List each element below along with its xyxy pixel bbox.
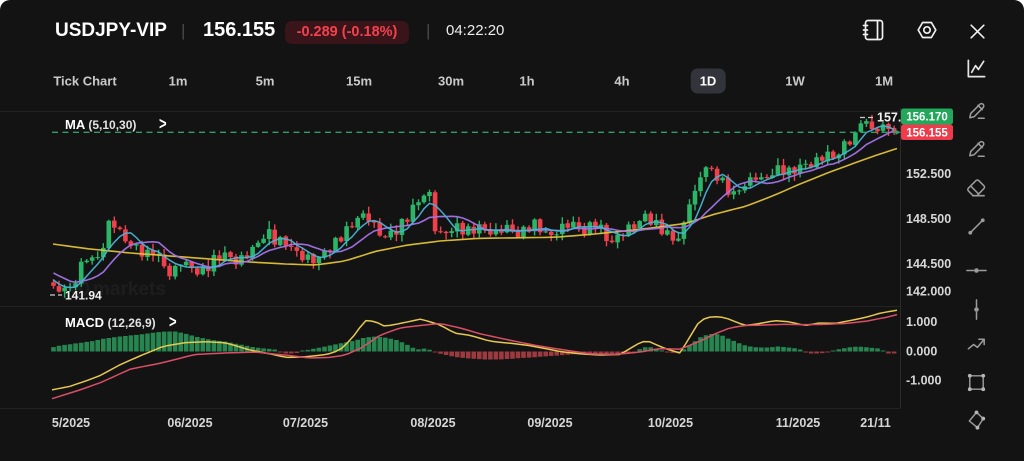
svg-text:141.94: 141.94 bbox=[65, 288, 102, 302]
svg-text:144.500: 144.500 bbox=[906, 257, 951, 271]
svg-text:08/2025: 08/2025 bbox=[410, 416, 455, 430]
svg-text:1.000: 1.000 bbox=[906, 315, 937, 329]
svg-text:09/2025: 09/2025 bbox=[527, 416, 572, 430]
svg-text:0.000: 0.000 bbox=[906, 345, 937, 359]
svg-text:06/2025: 06/2025 bbox=[167, 416, 212, 430]
svg-text:-1.000: -1.000 bbox=[906, 374, 941, 388]
svg-text:markets: markets bbox=[93, 279, 166, 300]
svg-text:07/2025: 07/2025 bbox=[283, 416, 328, 430]
svg-text:142.000: 142.000 bbox=[906, 285, 951, 299]
svg-text:148.500: 148.500 bbox=[906, 212, 951, 226]
svg-text:157.: 157. bbox=[877, 111, 901, 125]
svg-text:156.155: 156.155 bbox=[906, 128, 948, 140]
svg-text:21/11: 21/11 bbox=[860, 416, 891, 430]
svg-text:152.500: 152.500 bbox=[906, 167, 951, 181]
svg-text:10/2025: 10/2025 bbox=[648, 416, 693, 430]
svg-text:5/2025: 5/2025 bbox=[52, 416, 90, 430]
svg-text:156.170: 156.170 bbox=[906, 112, 948, 124]
svg-text:11/2025: 11/2025 bbox=[776, 416, 821, 430]
